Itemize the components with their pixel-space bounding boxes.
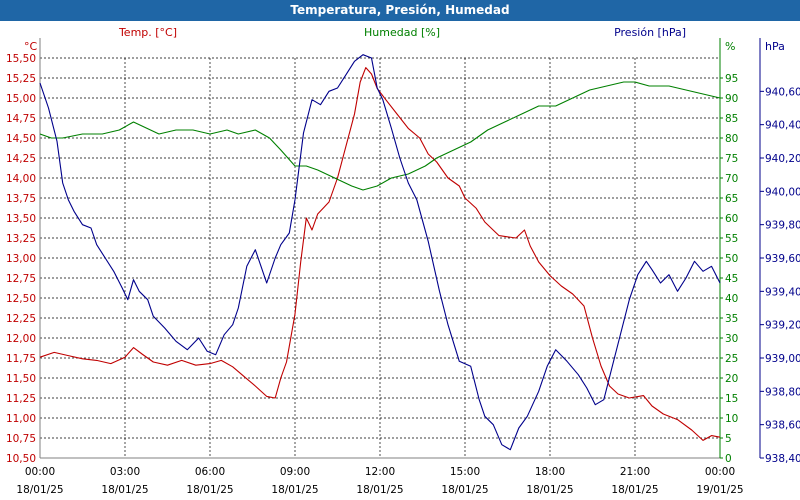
temperature-series-line — [39, 67, 721, 441]
x-tick-time: 21:00 — [620, 466, 650, 478]
humidity-tick-label: 85 — [725, 113, 738, 125]
humidity-tick-label: 75 — [725, 153, 738, 165]
temperature-tick-label: 14,50 — [6, 133, 36, 145]
pressure-tick-label: 938,40 — [765, 453, 800, 465]
temperature-tick-label: 10,75 — [6, 433, 36, 445]
temperature-tick-label: 11,75 — [6, 353, 36, 365]
pressure-tick-label: 940,40 — [765, 120, 800, 132]
temperature-tick-label: 11,00 — [6, 413, 36, 425]
temperature-tick-label: 14,25 — [6, 153, 36, 165]
humidity-tick-label: 15 — [725, 393, 738, 405]
x-tick-date: 18/01/25 — [271, 484, 318, 496]
x-tick-time: 09:00 — [280, 466, 310, 478]
temperature-tick-label: 13,75 — [6, 193, 36, 205]
plot-border — [39, 38, 761, 459]
x-tick-date: 18/01/25 — [356, 484, 403, 496]
x-tick-date: 18/01/25 — [101, 484, 148, 496]
pressure-tick-label: 939,00 — [765, 353, 800, 365]
temperature-tick-label: 13,50 — [6, 213, 36, 225]
x-tick-date: 18/01/25 — [441, 484, 488, 496]
temperature-tick-label: 12,75 — [6, 273, 36, 285]
x-tick-date: 18/01/25 — [611, 484, 658, 496]
x-tick-time: 15:00 — [450, 466, 480, 478]
humidity-tick-label: 70 — [725, 173, 738, 185]
humidity-series-line — [39, 81, 721, 191]
x-tick-time: 12:00 — [365, 466, 395, 478]
humidity-tick-label: 20 — [725, 373, 738, 385]
pressure-tick-label: 938,80 — [765, 386, 800, 398]
temperature-tick-label: 12,50 — [6, 293, 36, 305]
temperature-tick-label: 14,75 — [6, 113, 36, 125]
temperature-tick-label: 11,25 — [6, 393, 36, 405]
x-tick-date: 19/01/25 — [696, 484, 743, 496]
pressure-axis-title: Presión [hPa] — [614, 26, 686, 39]
humidity-tick-label: 65 — [725, 193, 738, 205]
temperature-tick-label: 12,00 — [6, 333, 36, 345]
temperature-axis-title: Temp. [°C] — [118, 26, 177, 39]
chart-title: Temperatura, Presión, Humedad — [0, 0, 800, 21]
temperature-tick-label: 13,25 — [6, 233, 36, 245]
humidity-tick-label: 50 — [725, 253, 738, 265]
temperature-tick-label: 13,00 — [6, 253, 36, 265]
temperature-tick-label: 10,50 — [6, 453, 36, 465]
temperature-tick-label: 11,50 — [6, 373, 36, 385]
pressure-tick-label: 940,00 — [765, 186, 800, 198]
x-tick-time: 18:00 — [535, 466, 565, 478]
x-tick-date: 18/01/25 — [186, 484, 233, 496]
x-tick-time: 06:00 — [195, 466, 225, 478]
pressure-tick-label: 938,60 — [765, 420, 800, 432]
humidity-tick-label: 30 — [725, 333, 738, 345]
pressure-tick-label: 939,80 — [765, 220, 800, 232]
pressure-tick-label: 940,60 — [765, 86, 800, 98]
grid — [39, 57, 721, 459]
temperature-tick-label: 15,00 — [6, 93, 36, 105]
pressure-tick-label: 939,40 — [765, 286, 800, 298]
x-tick-time: 00:00 — [705, 466, 735, 478]
pressure-unit: hPa — [765, 40, 785, 53]
humidity-unit: % — [725, 40, 735, 53]
temperature-tick-label: 15,50 — [6, 53, 36, 65]
x-tick-time: 03:00 — [110, 466, 140, 478]
humidity-tick-label: 0 — [725, 453, 732, 465]
pressure-series-line — [39, 54, 721, 451]
humidity-tick-label: 95 — [725, 73, 738, 85]
humidity-tick-label: 40 — [725, 293, 738, 305]
temperature-tick-label: 14,00 — [6, 173, 36, 185]
x-tick-date: 18/01/25 — [16, 484, 63, 496]
humidity-tick-label: 5 — [725, 433, 732, 445]
humidity-tick-label: 80 — [725, 133, 738, 145]
humidity-tick-label: 45 — [725, 273, 738, 285]
humidity-tick-label: 55 — [725, 233, 738, 245]
temperature-tick-label: 12,25 — [6, 313, 36, 325]
humidity-tick-label: 25 — [725, 353, 738, 365]
humidity-tick-label: 10 — [725, 413, 738, 425]
humidity-axis-title: Humedad [%] — [364, 26, 440, 39]
temperature-unit: °C — [24, 40, 38, 53]
pressure-tick-label: 939,20 — [765, 320, 800, 332]
series-layer — [39, 54, 721, 451]
pressure-tick-label: 940,20 — [765, 153, 800, 165]
humidity-tick-label: 90 — [725, 93, 738, 105]
axes-layer: 15,50 15,25 15,00 14,75 14,50 14,25 14,00 13,75… — [6, 26, 800, 496]
temperature-tick-label: 15,25 — [6, 73, 36, 85]
x-tick-date: 18/01/25 — [526, 484, 573, 496]
pressure-tick-label: 939,60 — [765, 253, 800, 265]
x-tick-time: 00:00 — [25, 466, 55, 478]
humidity-tick-label: 60 — [725, 213, 738, 225]
humidity-tick-label: 35 — [725, 313, 738, 325]
